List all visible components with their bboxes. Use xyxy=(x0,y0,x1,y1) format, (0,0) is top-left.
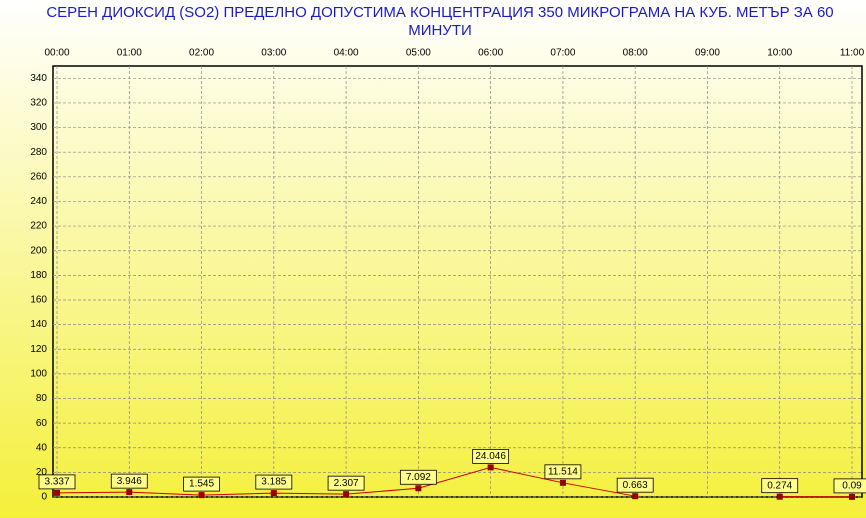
value-label-box xyxy=(110,473,148,489)
x-tick-label: 00:00 xyxy=(44,48,69,59)
chart-title: СЕРЕН ДИОКСИД (SO2) ПРЕДЕЛНО ДОПУСТИМА К… xyxy=(46,4,834,39)
y-tick-label: 280 xyxy=(30,147,47,158)
value-label-box xyxy=(38,474,76,490)
marker xyxy=(487,464,494,471)
value-label: 3.337 xyxy=(44,477,69,488)
marker xyxy=(632,493,639,500)
value-label: 24.046 xyxy=(475,451,506,462)
plot-frame xyxy=(52,65,863,498)
y-tick-label: 180 xyxy=(30,270,47,281)
value-label-box xyxy=(399,469,437,485)
x-tick-label: 02:00 xyxy=(189,48,214,59)
value-label-box xyxy=(472,448,510,464)
y-tick-label: 0 xyxy=(41,492,47,503)
value-label-box xyxy=(183,476,220,492)
value-label: 3.946 xyxy=(117,476,142,487)
x-tick-label: 11:00 xyxy=(840,48,865,59)
y-tick-label: 320 xyxy=(30,98,47,109)
marker xyxy=(415,485,422,492)
y-tick-label: 120 xyxy=(30,344,47,355)
y-tick-label: 80 xyxy=(36,393,48,404)
marker xyxy=(559,479,566,486)
value-label: 0.09 xyxy=(842,481,862,492)
value-label: 2.307 xyxy=(334,478,359,489)
y-tick-label: 240 xyxy=(30,196,47,207)
y-tick-label: 100 xyxy=(30,368,47,379)
value-label-box xyxy=(761,478,799,494)
x-tick-label: 10:00 xyxy=(767,48,792,59)
x-tick-label: 05:00 xyxy=(406,48,431,59)
y-tick-label: 20 xyxy=(36,467,48,478)
marker xyxy=(849,493,855,500)
value-label-box xyxy=(833,478,866,494)
value-label-box xyxy=(327,475,365,491)
x-tick-label: 06:00 xyxy=(478,48,503,59)
value-label: 7.092 xyxy=(406,472,431,483)
y-tick-label: 140 xyxy=(30,319,47,330)
y-tick-label: 340 xyxy=(30,73,47,84)
x-tick-label: 09:00 xyxy=(695,48,720,59)
value-label-box xyxy=(616,477,654,493)
marker xyxy=(54,489,60,496)
x-tick-label: 07:00 xyxy=(550,48,575,59)
x-tick-label: 01:00 xyxy=(117,48,142,59)
marker xyxy=(198,492,205,499)
marker xyxy=(126,489,133,496)
y-tick-label: 300 xyxy=(30,122,47,133)
value-label: 11.514 xyxy=(548,466,578,477)
y-tick-label: 60 xyxy=(36,418,48,429)
y-tick-label: 220 xyxy=(30,221,47,232)
x-tick-label: 08:00 xyxy=(623,48,648,59)
value-label-box xyxy=(544,464,582,480)
y-tick-label: 260 xyxy=(30,171,47,182)
y-tick-label: 160 xyxy=(30,295,47,306)
value-label: 0.274 xyxy=(767,480,792,491)
x-tick-label: 04:00 xyxy=(334,48,359,59)
value-label: 1.545 xyxy=(189,479,214,490)
marker xyxy=(270,490,277,497)
marker xyxy=(343,491,350,498)
marker xyxy=(776,493,783,500)
x-tick-label: 03:00 xyxy=(261,48,286,59)
value-label-box xyxy=(255,474,293,490)
y-tick-label: 200 xyxy=(30,245,47,256)
value-label: 3.185 xyxy=(261,477,286,488)
value-label: 0.663 xyxy=(623,480,648,491)
y-tick-label: 40 xyxy=(36,442,48,453)
